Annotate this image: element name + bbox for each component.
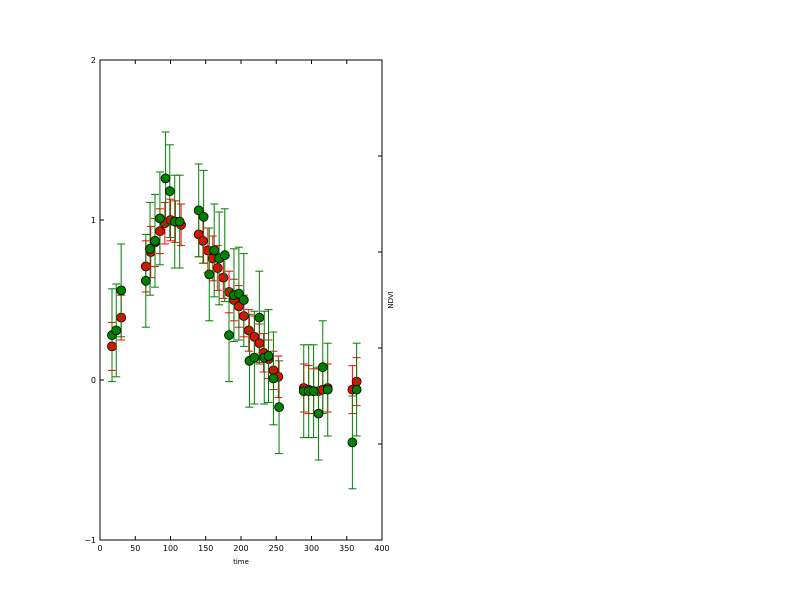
data-point	[317, 362, 328, 373]
x-tick-label: 200	[233, 544, 248, 553]
secondary-y-axis	[378, 155, 382, 445]
data-point	[254, 312, 265, 323]
series-2	[107, 131, 362, 490]
x-axis-label: time	[233, 558, 249, 566]
x-tick-label: 350	[339, 544, 354, 553]
x-axis: 0 50 100 150 200 250 300 350 400	[97, 60, 390, 553]
data-point	[308, 386, 319, 397]
data-point	[155, 213, 165, 224]
y-tick-label: 1	[91, 216, 96, 225]
y-tick-label: 2	[91, 56, 96, 65]
data-point	[150, 235, 160, 246]
data-point	[193, 205, 204, 216]
data-point	[164, 186, 175, 197]
data-point	[212, 263, 223, 273]
data-point	[116, 285, 127, 296]
data-point	[204, 269, 215, 280]
data-point	[233, 288, 244, 299]
data-point	[249, 352, 260, 363]
data-point	[198, 235, 208, 246]
x-tick-label: 150	[198, 544, 213, 553]
x-tick-label: 300	[304, 544, 319, 553]
data-point	[160, 173, 171, 184]
x-tick-label: 400	[374, 544, 389, 553]
data-point	[274, 402, 284, 413]
data-point	[224, 330, 234, 341]
data-point	[174, 216, 185, 227]
data-point	[268, 373, 279, 384]
data-point	[322, 384, 333, 395]
plot-area	[107, 131, 362, 490]
x-tick-label: 250	[269, 544, 284, 553]
y-axis: −1 0 1 2	[84, 56, 104, 545]
data-point	[145, 243, 155, 254]
x-tick-label: 50	[130, 544, 140, 553]
data-point	[140, 275, 151, 286]
data-point	[263, 351, 274, 361]
data-point	[238, 295, 249, 305]
data-point	[218, 272, 229, 283]
data-point	[219, 250, 230, 261]
data-point	[198, 211, 209, 222]
secondary-y-axis-label: NDVI	[387, 291, 395, 308]
x-tick-label: 0	[97, 544, 102, 553]
data-point	[209, 245, 220, 256]
x-tick-label: 100	[163, 544, 178, 553]
data-point	[111, 325, 122, 336]
y-tick-label: 0	[91, 376, 96, 385]
y-tick-label: −1	[84, 536, 96, 545]
data-point	[313, 408, 324, 419]
data-point	[351, 384, 362, 395]
data-point	[347, 437, 358, 448]
